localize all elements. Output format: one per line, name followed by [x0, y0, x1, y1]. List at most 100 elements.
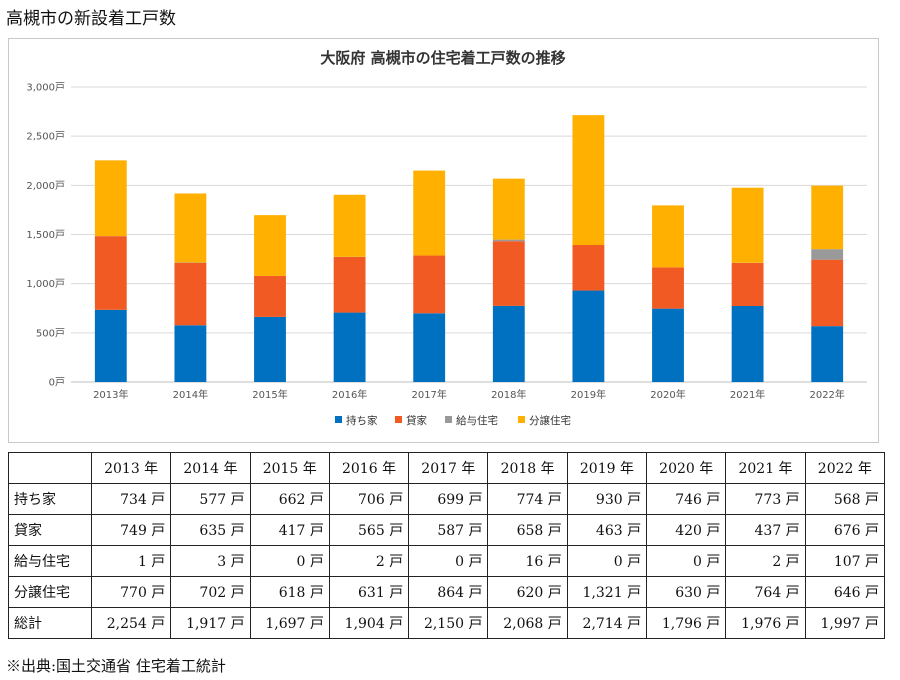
bar-segment	[94, 160, 127, 237]
table-cell: 699 戸	[408, 483, 489, 515]
bar-segment	[652, 308, 684, 382]
table-row-label: 総計	[8, 607, 92, 639]
table-cell: 2,254 戸	[90, 607, 172, 639]
table-header-cell: 2013 年	[90, 452, 172, 484]
table-header-cell: 2022 年	[804, 452, 886, 484]
data-table: 2013 年 2014 年 2015 年 2016 年 2017 年 2018 …	[8, 452, 886, 639]
table-cell: 0 戸	[249, 545, 330, 577]
bar-segment	[174, 325, 207, 382]
bar-segment	[811, 185, 844, 250]
y-tick-label: 1,000戸	[26, 278, 65, 290]
bar-segment	[652, 205, 684, 268]
stacked-bar-chart: 大阪府 高槻市の住宅着工戸数の推移 0戸 500戸 1,000戸 1,500戸 2,00…	[26, 49, 867, 427]
table-cell: 1,976 戸	[725, 607, 806, 639]
x-tick-label: 2014年	[173, 388, 208, 401]
y-axis: 0戸 500戸 1,000戸 1,500戸 2,000戸 2,500戸 3,000戸	[26, 82, 65, 389]
table-header-cell: 2017 年	[408, 452, 489, 484]
table-cell: 774 戸	[487, 483, 568, 515]
table-cell: 646 戸	[804, 576, 886, 608]
bar-segment	[492, 305, 525, 382]
y-tick-label: 3,000戸	[26, 82, 65, 94]
table-cell: 1,904 戸	[328, 607, 410, 639]
x-tick-label: 2015年	[252, 388, 287, 401]
table-cell: 1,997 戸	[804, 607, 886, 639]
bar-segment	[413, 313, 446, 382]
bar-segment	[94, 236, 127, 310]
legend-label: 分譲住宅	[529, 414, 571, 427]
table-row: 貸家 749 戸 635 戸 417 戸 565 戸 587 戸 658 戸 463 戸 420…	[8, 514, 886, 546]
x-axis: 2013年 2014年 2015年 2016年 2017年 2018年 2019年 2020年…	[93, 388, 845, 401]
table-cell: 702 戸	[170, 576, 251, 608]
table-cell: 587 戸	[408, 514, 489, 546]
bar-segment	[731, 305, 764, 382]
bar-segment	[333, 194, 366, 257]
table-cell: 930 戸	[566, 483, 648, 515]
bar-segment	[811, 326, 844, 382]
table-cell: 764 戸	[725, 576, 806, 608]
bar-segment	[492, 241, 525, 306]
table-row-label: 貸家	[8, 514, 92, 546]
table-cell: 630 戸	[646, 576, 727, 608]
chart-container: 大阪府 高槻市の住宅着工戸数の推移 0戸 500戸 1,000戸 1,500戸 2,00…	[8, 38, 879, 443]
table-row: 持ち家 734 戸 577 戸 662 戸 706 戸 699 戸 774 戸 930 戸 74…	[8, 483, 886, 515]
table-row: 分譲住宅 770 戸 702 戸 618 戸 631 戸 864 戸 620 戸 1,321 …	[8, 576, 886, 608]
table-header-cell: 2020 年	[646, 452, 727, 484]
chart-title: 大阪府 高槻市の住宅着工戸数の推移	[320, 49, 565, 67]
source-note: ※出典:国土交通省 住宅着工統計	[6, 657, 226, 675]
bar-segment	[254, 215, 286, 276]
table-header-cell: 2021 年	[725, 452, 806, 484]
table-cell: 2 戸	[328, 545, 410, 577]
table-cell: 1,796 戸	[646, 607, 727, 639]
table-cell: 864 戸	[408, 576, 489, 608]
legend-swatch	[395, 416, 402, 423]
bar-segment	[413, 170, 446, 256]
table-header-cell: 2014 年	[170, 452, 251, 484]
table-cell: 2 戸	[725, 545, 806, 577]
x-tick-label: 2017年	[411, 388, 446, 401]
table-cell: 631 戸	[328, 576, 410, 608]
y-tick-label: 0戸	[49, 377, 65, 389]
table-cell: 706 戸	[328, 483, 410, 515]
table-cell: 620 戸	[487, 576, 568, 608]
legend-swatch	[518, 416, 525, 423]
table-header-cell	[8, 452, 92, 484]
bar-segment	[174, 262, 207, 326]
table-cell: 0 戸	[408, 545, 489, 577]
table-cell: 658 戸	[487, 514, 568, 546]
bar-segment	[333, 257, 366, 313]
table-cell: 1,697 戸	[249, 607, 330, 639]
bar-segment	[811, 259, 844, 327]
legend-label: 持ち家	[346, 414, 378, 427]
table-cell: 635 戸	[170, 514, 251, 546]
table-cell: 2,068 戸	[487, 607, 568, 639]
y-tick-label: 500戸	[36, 327, 65, 339]
table-cell: 662 戸	[249, 483, 330, 515]
table-cell: 568 戸	[804, 483, 886, 515]
bar-segment	[731, 187, 764, 263]
table-cell: 463 戸	[566, 514, 648, 546]
y-tick-label: 2,000戸	[26, 180, 65, 192]
x-tick-label: 2016年	[332, 388, 367, 401]
x-tick-label: 2021年	[730, 388, 765, 401]
page-title: 高槻市の新設着工戸数	[6, 9, 176, 29]
legend-swatch	[445, 416, 452, 423]
table-cell: 0 戸	[566, 545, 648, 577]
x-tick-label: 2022年	[809, 388, 844, 401]
x-tick-label: 2020年	[650, 388, 685, 401]
bars	[94, 115, 844, 382]
table-cell: 746 戸	[646, 483, 727, 515]
table-cell: 749 戸	[90, 514, 172, 546]
table-cell: 618 戸	[249, 576, 330, 608]
legend: 持ち家 貸家 給与住宅 分譲住宅	[335, 414, 571, 427]
table-cell: 773 戸	[725, 483, 806, 515]
bar-segment	[254, 316, 286, 382]
table-header-cell: 2016 年	[328, 452, 410, 484]
bar-segment	[572, 115, 605, 246]
y-tick-label: 2,500戸	[26, 131, 65, 143]
bar-segment	[492, 178, 525, 240]
table-cell: 420 戸	[646, 514, 727, 546]
bar-segment	[652, 267, 684, 309]
bar-segment	[492, 239, 525, 242]
bar-segment	[413, 255, 446, 314]
